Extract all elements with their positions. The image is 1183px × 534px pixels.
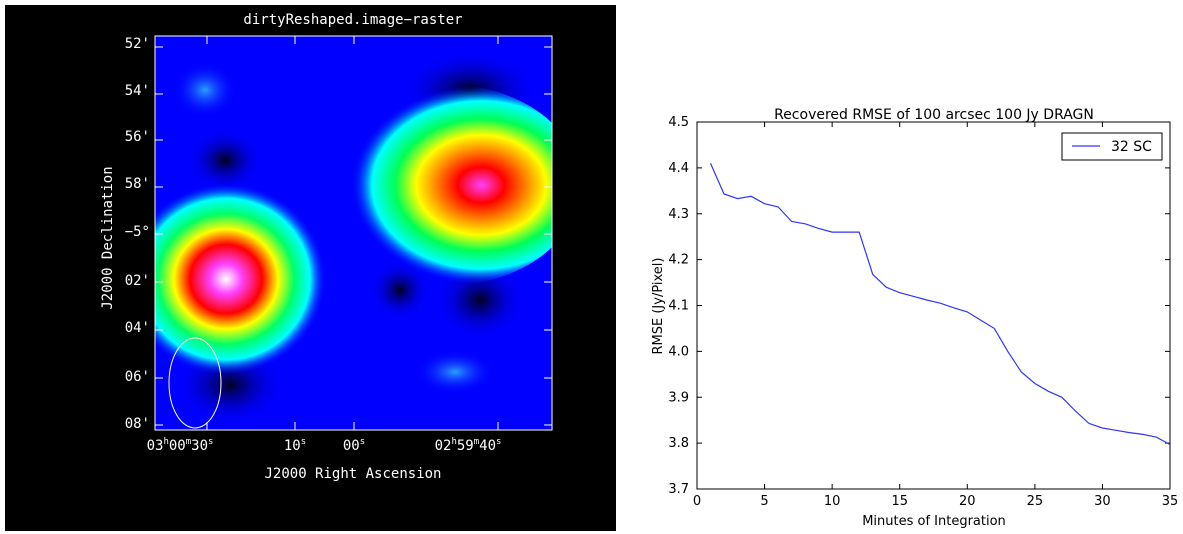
image-ticks bbox=[155, 36, 552, 430]
dec-tick-label: 02' bbox=[125, 273, 150, 289]
beam-ellipse bbox=[168, 337, 222, 429]
dec-tick-label: −5° bbox=[125, 224, 150, 240]
ra-tick-label: 02h59m40s bbox=[435, 437, 502, 454]
x-tick-label: 5 bbox=[760, 494, 768, 509]
dec-tick-label: 56' bbox=[125, 129, 150, 145]
y-tick-label: 4.3 bbox=[668, 207, 689, 222]
axis-ticks bbox=[696, 121, 1171, 490]
dec-tick-label: 54' bbox=[125, 83, 150, 99]
legend-label: 32 SC bbox=[1111, 139, 1152, 155]
y-tick-label: 4.2 bbox=[668, 253, 689, 268]
x-tick-label: 35 bbox=[1162, 494, 1179, 509]
chart-y-label: RMSE (Jy/Pixel) bbox=[651, 258, 666, 355]
ra-tick-label: 10s bbox=[284, 437, 306, 454]
x-tick-label: 20 bbox=[959, 494, 976, 509]
image-title: dirtyReshaped.image−raster bbox=[243, 12, 462, 28]
y-tick-label: 4.0 bbox=[668, 344, 689, 359]
rmse-chart: Recovered RMSE of 100 arcsec 100 Jy DRAG… bbox=[651, 107, 1178, 529]
x-tick-label: 25 bbox=[1027, 494, 1044, 509]
dec-tick-label: 52' bbox=[125, 36, 150, 52]
y-tick-label: 3.9 bbox=[668, 390, 689, 405]
dec-tick-label: 06' bbox=[125, 369, 150, 385]
y-tick-label: 3.8 bbox=[668, 436, 689, 451]
y-tick-label: 4.5 bbox=[668, 115, 689, 130]
ra-tick-label: 00s bbox=[343, 437, 365, 454]
y-tick-label: 4.1 bbox=[668, 299, 689, 314]
y-tick-label: 3.7 bbox=[668, 482, 689, 497]
x-tick-label: 0 bbox=[693, 494, 701, 509]
chart-x-label: Minutes of Integration bbox=[862, 514, 1006, 529]
ra-tick-label: 03h00m30s bbox=[147, 437, 214, 454]
x-tick-label: 30 bbox=[1094, 494, 1111, 509]
series-line-32-sc bbox=[709, 163, 1171, 446]
plot-area bbox=[696, 121, 1171, 490]
chart-title: Recovered RMSE of 100 arcsec 100 Jy DRAG… bbox=[774, 107, 1094, 123]
x-tick-label: 10 bbox=[824, 494, 841, 509]
image-y-label: J2000 Declination bbox=[100, 166, 116, 309]
legend: 32 SC bbox=[1061, 132, 1163, 161]
dec-tick-label: 04' bbox=[125, 320, 150, 336]
y-tick-label: 4.4 bbox=[668, 161, 689, 176]
dec-tick-label: 08' bbox=[125, 416, 150, 432]
image-raster bbox=[155, 36, 552, 430]
radio-image-panel: dirtyReshaped.image−raster J2000 Right A… bbox=[5, 5, 616, 531]
x-tick-label: 15 bbox=[891, 494, 908, 509]
dec-tick-label: 58' bbox=[125, 176, 150, 192]
image-x-label: J2000 Right Ascension bbox=[264, 466, 441, 482]
